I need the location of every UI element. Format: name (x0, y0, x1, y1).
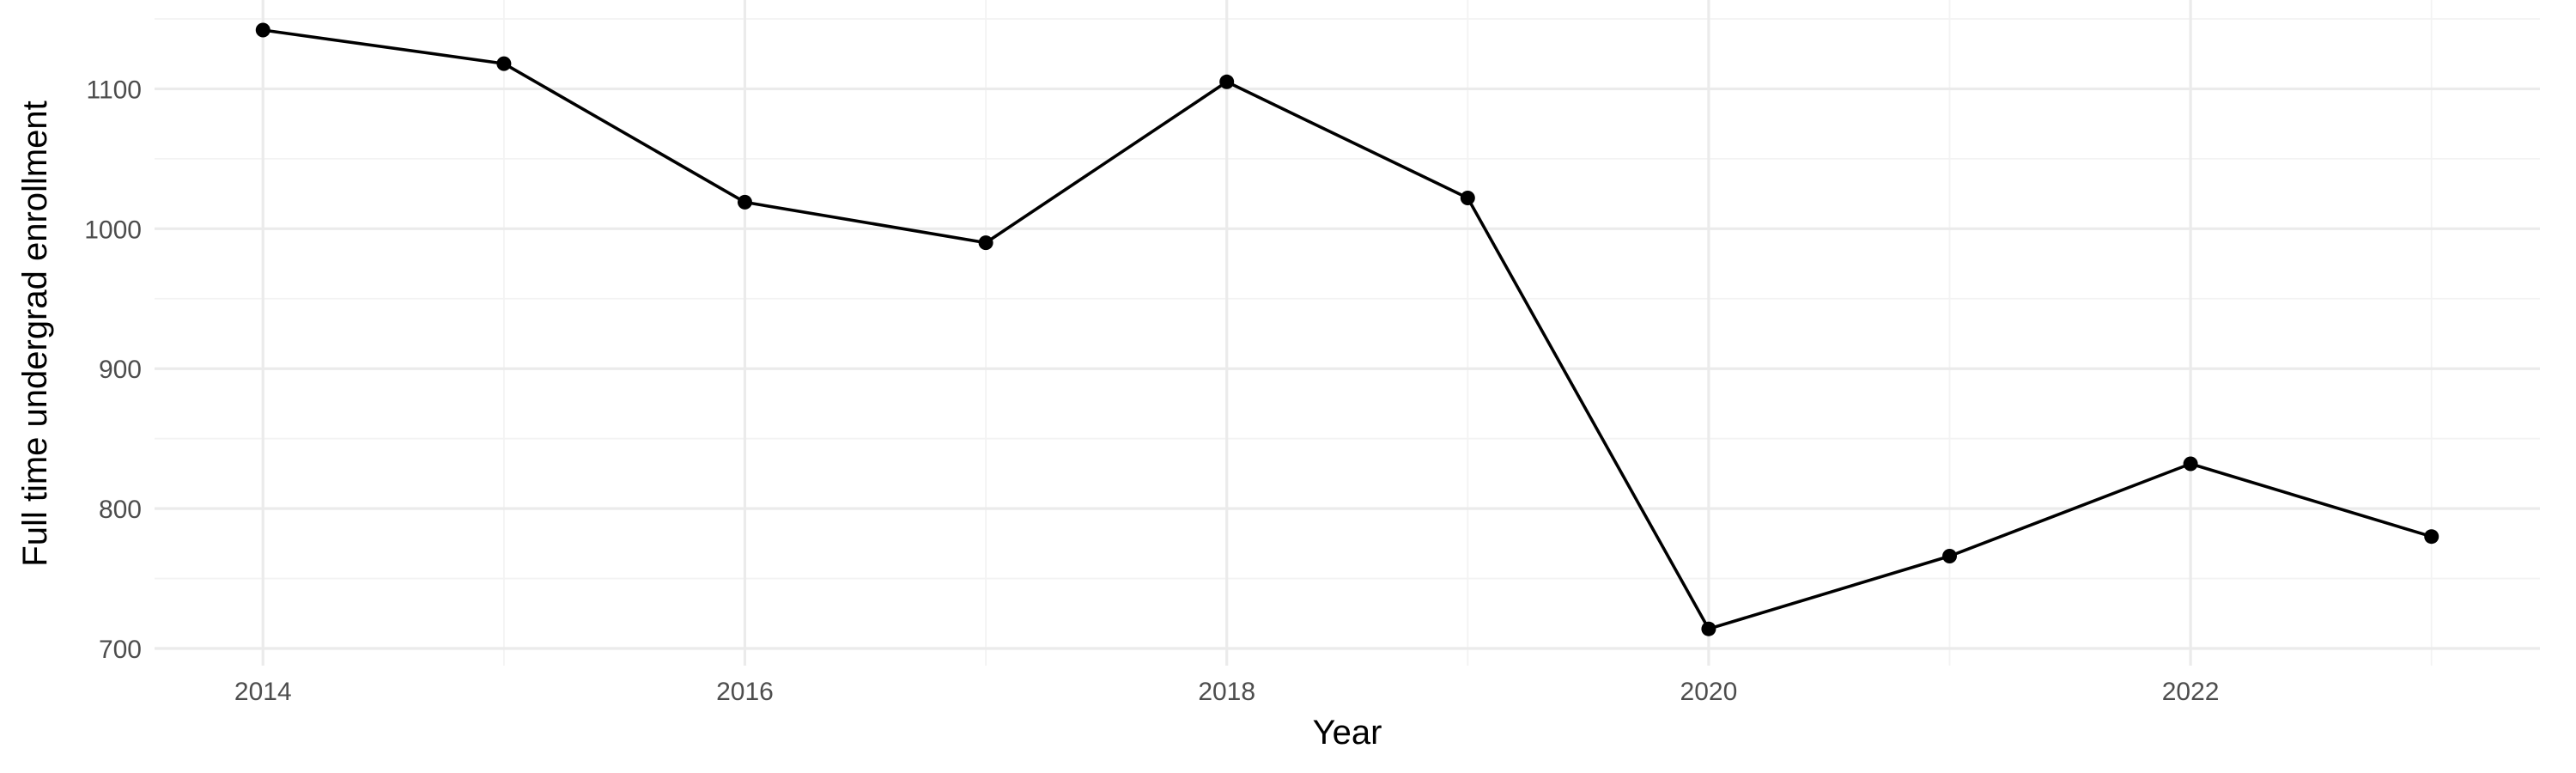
data-point (1460, 190, 1475, 205)
series-line (263, 28, 2433, 631)
data-point (978, 235, 993, 251)
y-tick-label: 900 (99, 356, 142, 384)
data-point (2183, 456, 2198, 472)
y-tick-label: 1000 (84, 216, 142, 244)
y-tick-label: 700 (99, 636, 142, 664)
x-tick-label: 2022 (2162, 678, 2220, 706)
y-tick-label: 800 (99, 496, 142, 524)
data-point (255, 22, 270, 38)
data-point (1942, 548, 1958, 563)
x-tick-label: 2016 (716, 678, 774, 706)
data-point (496, 56, 512, 71)
series-layer (255, 22, 2439, 636)
y-axis-tick-labels: 700 800 900 1000 1100 (84, 76, 142, 664)
x-tick-label: 2018 (1198, 678, 1255, 706)
data-point (737, 194, 752, 210)
data-point (1701, 621, 1716, 636)
data-point (2424, 529, 2439, 545)
x-axis-tick-labels: 2014 2016 2018 2020 2022 (234, 678, 2220, 706)
major-gridlines (155, 0, 2540, 666)
x-tick-label: 2020 (1680, 678, 1738, 706)
y-axis-title: Full time undergrad enrollment (16, 100, 54, 566)
x-tick-label: 2014 (234, 678, 292, 706)
x-axis-title: Year (1313, 714, 1382, 752)
data-point (1219, 74, 1235, 89)
y-tick-label: 1100 (86, 76, 142, 104)
minor-gridlines (155, 0, 2540, 666)
